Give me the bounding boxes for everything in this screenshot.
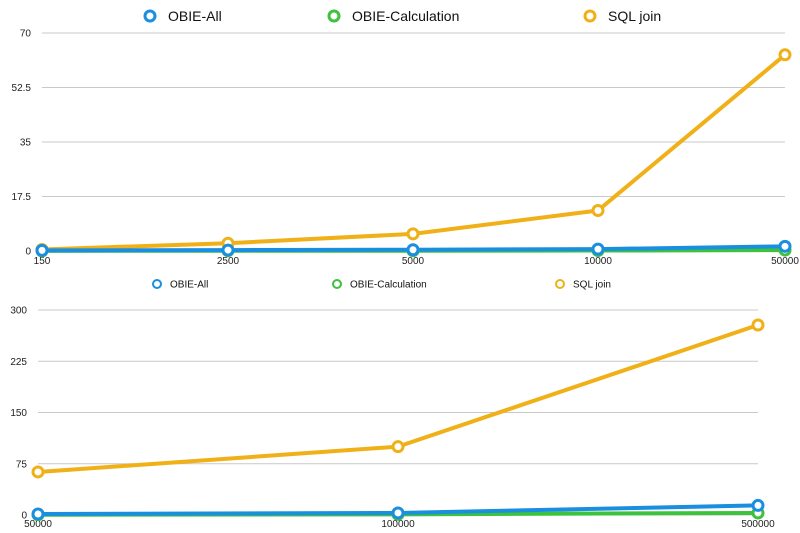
legend-marker-1	[143, 9, 157, 23]
legend-marker-3	[555, 279, 565, 289]
data-point	[406, 227, 420, 241]
x-tick-label: 2500	[217, 256, 240, 267]
x-tick-label: 10000	[584, 256, 612, 267]
data-point	[751, 318, 765, 332]
legend-label-3: SQL join	[608, 8, 661, 24]
x-tick-label: 5000	[402, 256, 425, 267]
y-tick-label: 75	[16, 459, 28, 470]
data-point	[31, 465, 45, 479]
y-tick-label: 52.5	[12, 83, 32, 94]
data-point	[31, 507, 45, 521]
series-line-3	[40, 52, 787, 252]
y-tick-label: 35	[20, 138, 32, 149]
legend-label-2: OBIE-Calculation	[352, 8, 459, 24]
chart-2: OBIE-All OBIE-Calculation SQL join 0 75 150 22…	[10, 279, 775, 530]
x-tick-label: 150	[34, 256, 51, 267]
data-point	[391, 440, 405, 454]
x-tick-label: 500000	[741, 519, 775, 530]
data-point	[778, 239, 792, 253]
legend-label-1: OBIE-All	[168, 8, 222, 24]
legend: OBIE-All OBIE-Calculation SQL join	[143, 8, 661, 24]
data-point	[591, 242, 605, 256]
legend: OBIE-All OBIE-Calculation SQL join	[152, 279, 611, 291]
y-tick-label: 225	[10, 357, 27, 368]
legend-marker-2	[332, 279, 342, 289]
legend-label-1: OBIE-All	[170, 280, 208, 291]
y-tick-label: 0	[25, 247, 31, 258]
data-point	[35, 243, 49, 257]
data-point	[751, 498, 765, 512]
data-point	[221, 243, 235, 257]
data-point	[778, 48, 792, 62]
data-point	[591, 204, 605, 218]
x-tick-label: 50000	[24, 519, 52, 530]
legend-marker-1	[152, 279, 162, 289]
y-tick-label: 300	[10, 306, 27, 317]
legend-label-3: SQL join	[573, 280, 611, 291]
data-point	[391, 506, 405, 520]
x-tick-label: 50000	[771, 256, 799, 267]
x-tick-label: 100000	[381, 519, 415, 530]
y-tick-label: 0	[21, 511, 27, 522]
data-point	[406, 243, 420, 257]
y-gridlines	[38, 309, 758, 516]
legend-marker-3	[583, 9, 597, 23]
y-gridlines	[42, 32, 785, 252]
y-tick-label: 150	[10, 408, 27, 419]
legend-marker-2	[327, 9, 341, 23]
y-tick-label: 70	[20, 29, 32, 40]
chart-1: OBIE-All OBIE-Calculation SQL join 0 17.5 35 5…	[12, 8, 800, 267]
legend-label-2: OBIE-Calculation	[350, 280, 427, 291]
y-tick-label: 17.5	[12, 192, 32, 203]
